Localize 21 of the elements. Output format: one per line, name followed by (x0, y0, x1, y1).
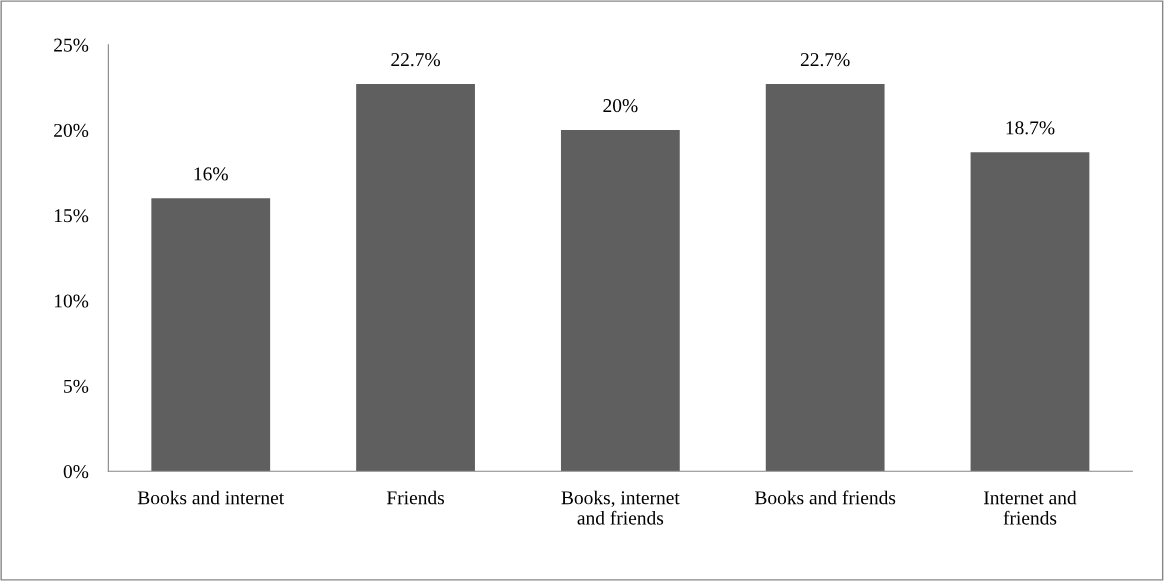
data-label: 18.7% (1006, 121, 1055, 135)
x-tick-label: Books and internet (137, 490, 285, 505)
x-tick-label: Internet and friends (983, 490, 1077, 525)
data-label: 20% (603, 99, 638, 113)
data-label: 16% (194, 167, 228, 181)
bar (356, 83, 475, 472)
bar (970, 152, 1090, 472)
x-tick-label: Books and friends (754, 490, 896, 505)
x-tick-label: Friends (386, 490, 445, 505)
x-tick-label: Books, internet and friends (561, 490, 680, 525)
y-tick-label: 0% (63, 465, 89, 479)
y-tick-label: 15% (54, 209, 89, 223)
data-label: 22.7% (391, 53, 441, 67)
y-tick-label: 5% (64, 379, 89, 393)
bar (151, 198, 271, 472)
bar (765, 83, 885, 472)
y-tick-label: 20% (54, 123, 89, 138)
y-tick-label: 10% (54, 294, 89, 308)
bar (560, 130, 680, 472)
data-label: 22.7% (800, 53, 850, 67)
y-tick-label: 25% (54, 38, 89, 52)
